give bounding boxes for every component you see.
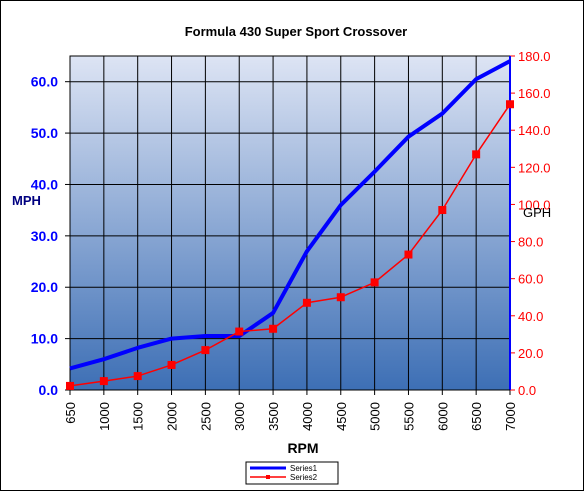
series-marker-series2 bbox=[506, 100, 514, 109]
x-tick-label: 3000 bbox=[232, 402, 247, 431]
series-marker-series2 bbox=[438, 206, 447, 215]
x-tick-label: 4000 bbox=[300, 402, 315, 431]
series-marker-series2 bbox=[336, 293, 345, 302]
x-tick-label: 6500 bbox=[469, 402, 484, 431]
series-marker-series2 bbox=[269, 324, 278, 333]
x-tick-label: 2500 bbox=[198, 402, 213, 431]
series-marker-series2 bbox=[99, 377, 108, 386]
y-left-tick-label: 60.0 bbox=[31, 74, 58, 90]
series-marker-series2 bbox=[472, 150, 481, 159]
x-tick-label: 1500 bbox=[131, 402, 146, 431]
legend-label-series1: Series1 bbox=[290, 464, 318, 473]
y-left-tick-label: 40.0 bbox=[31, 176, 58, 192]
series-line-series1 bbox=[69, 59, 511, 371]
y-right-tick-label: 100.0 bbox=[518, 197, 551, 212]
y-right-tick-label: 40.0 bbox=[518, 309, 543, 324]
y-left-tick-label: 0.0 bbox=[39, 382, 59, 398]
y-right-tick-label: 160.0 bbox=[518, 86, 551, 101]
y-right-tick-label: 60.0 bbox=[518, 272, 543, 287]
series-marker-series2 bbox=[66, 381, 74, 390]
series-marker-series2 bbox=[133, 372, 142, 381]
legend-label-series2: Series2 bbox=[290, 473, 318, 482]
y-left-tick-label: 20.0 bbox=[31, 279, 58, 295]
plot-area bbox=[69, 55, 511, 391]
y-right-tick-label: 140.0 bbox=[518, 123, 551, 138]
x-tick-label: 650 bbox=[63, 402, 78, 424]
series-line-series2 bbox=[69, 103, 511, 387]
series-marker-series2 bbox=[370, 278, 379, 287]
series-marker-series2 bbox=[235, 327, 244, 336]
x-tick-label: 6000 bbox=[435, 402, 450, 431]
series-marker-series2 bbox=[302, 298, 311, 307]
y-left-tick-label: 30.0 bbox=[31, 228, 58, 244]
y-right-tick-label: 120.0 bbox=[518, 160, 551, 175]
x-tick-label: 3500 bbox=[266, 402, 281, 431]
y-right-axis-label: GPH bbox=[523, 205, 551, 220]
x-tick-label: 2000 bbox=[165, 402, 180, 431]
y-left-axis-label: MPH bbox=[12, 193, 41, 208]
series-marker-series2 bbox=[201, 346, 210, 355]
x-tick-label: 4500 bbox=[334, 402, 349, 431]
series-marker-series2 bbox=[167, 360, 176, 369]
chart-title: Formula 430 Super Sport Crossover bbox=[185, 24, 408, 39]
x-tick-label: 7000 bbox=[503, 402, 518, 431]
y-right-tick-label: 0.0 bbox=[518, 383, 536, 398]
y-right-tick-label: 20.0 bbox=[518, 346, 543, 361]
series-marker-series2 bbox=[404, 250, 413, 259]
y-left-tick-label: 50.0 bbox=[31, 125, 58, 141]
x-tick-label: 5000 bbox=[368, 402, 383, 431]
x-axis-label: RPM bbox=[287, 440, 318, 456]
y-right-tick-label: 80.0 bbox=[518, 235, 543, 250]
y-right-tick-label: 180.0 bbox=[518, 49, 551, 64]
y-left-tick-label: 10.0 bbox=[31, 331, 58, 347]
x-tick-label: 1000 bbox=[97, 402, 112, 431]
x-tick-label: 5500 bbox=[401, 402, 416, 431]
legend-marker-series2 bbox=[266, 475, 270, 479]
